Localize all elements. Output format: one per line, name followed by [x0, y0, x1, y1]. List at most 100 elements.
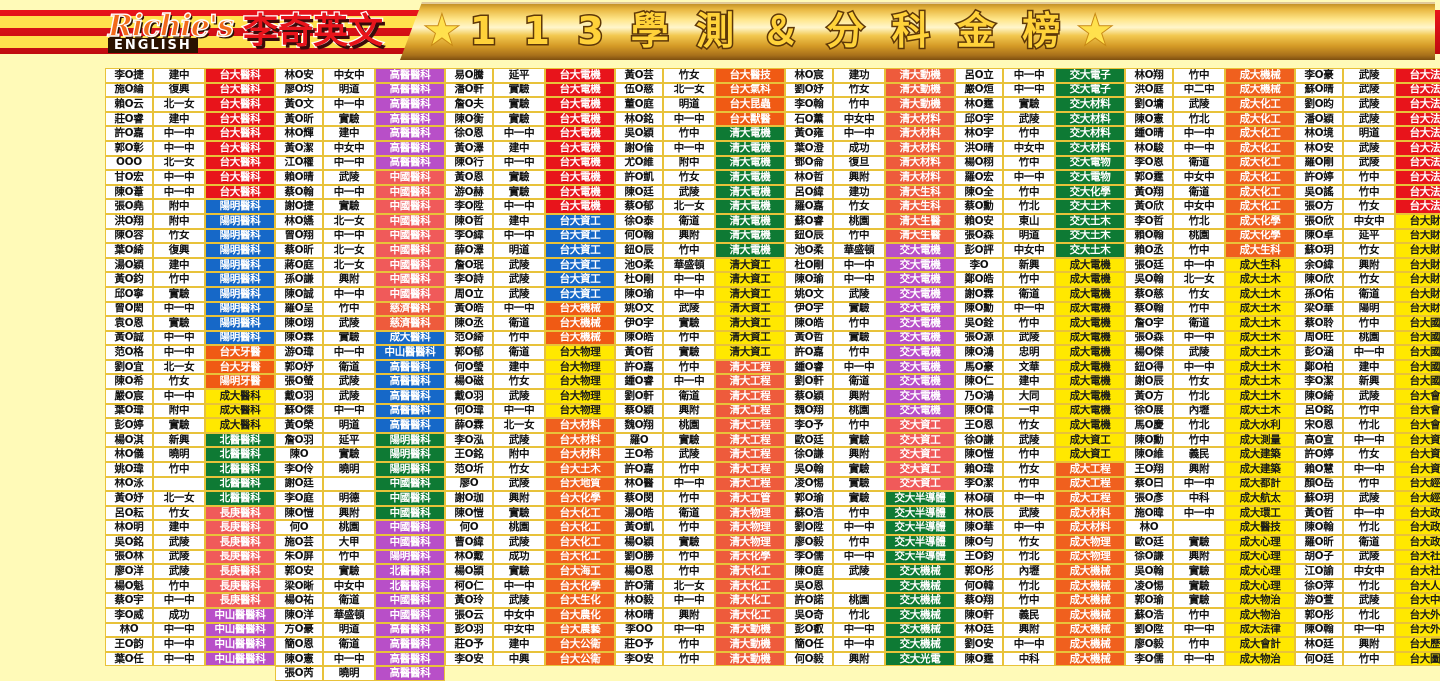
admitted-department[interactable]: 台大歷史 [1395, 637, 1440, 652]
admitted-department[interactable]: 中國醫科 [375, 607, 445, 623]
admitted-department[interactable]: 成大建築 [1225, 462, 1295, 477]
admitted-department[interactable]: 陽明醫科 [205, 330, 275, 346]
admitted-department[interactable]: 成大醫科 [205, 403, 275, 419]
admitted-department[interactable]: 交大半導體 [885, 549, 955, 565]
admitted-department[interactable]: 成大化工 [1225, 170, 1295, 185]
admitted-department[interactable]: 交大土木 [1055, 243, 1125, 258]
admitted-department[interactable]: 交大電機 [885, 257, 955, 273]
admitted-department[interactable]: 清大動機 [715, 651, 785, 667]
admitted-department[interactable]: 中國醫科 [375, 520, 445, 535]
admitted-department[interactable]: 台大國企 [1395, 359, 1440, 375]
admitted-department[interactable]: 台大國企 [1395, 374, 1440, 390]
admitted-department[interactable]: 清大工程 [715, 359, 785, 375]
admitted-department[interactable]: 交大機械 [885, 607, 955, 623]
admitted-department[interactable]: 成大電機 [1055, 345, 1125, 360]
admitted-department[interactable]: 清大生醫 [885, 228, 955, 244]
admitted-department[interactable]: 成大土木 [1225, 286, 1295, 302]
admitted-department[interactable]: 成大土木 [1225, 374, 1295, 390]
admitted-department[interactable]: 成大土木 [1225, 345, 1295, 360]
admitted-department[interactable]: 成大電機 [1055, 330, 1125, 346]
admitted-department[interactable]: 高醫醫科 [375, 97, 445, 112]
admitted-department[interactable]: 高醫醫科 [375, 140, 445, 156]
admitted-department[interactable]: 中國醫科 [375, 286, 445, 302]
admitted-department[interactable]: 成大機械 [1055, 607, 1125, 623]
admitted-department[interactable]: 交大電機 [885, 301, 955, 317]
admitted-department[interactable]: 清大電機 [715, 126, 785, 141]
admitted-department[interactable]: 清大工程 [715, 476, 785, 492]
admitted-department[interactable]: 中國醫科 [375, 491, 445, 506]
admitted-department[interactable]: 台大醫科 [205, 184, 275, 200]
admitted-department[interactable]: 台大財金 [1395, 257, 1440, 273]
admitted-department[interactable]: 交大材料 [1055, 111, 1125, 127]
admitted-department[interactable]: 北醫醫科 [205, 447, 275, 463]
admitted-department[interactable]: 台大物理 [545, 389, 615, 404]
admitted-department[interactable]: 高醫醫科 [375, 155, 445, 171]
admitted-department[interactable]: 交大資工 [885, 447, 955, 463]
admitted-department[interactable]: 台大法律 [1395, 184, 1440, 200]
admitted-department[interactable]: 台大電機 [545, 68, 615, 83]
admitted-department[interactable]: 成大機械 [1055, 637, 1125, 652]
admitted-department[interactable]: 陽明醫科 [375, 432, 445, 448]
admitted-department[interactable]: 清大材料 [885, 126, 955, 141]
admitted-department[interactable]: 台大公衛 [545, 637, 615, 652]
admitted-department[interactable]: 成大水利 [1225, 418, 1295, 433]
admitted-department[interactable]: 成大電機 [1055, 359, 1125, 375]
admitted-department[interactable]: 台大土木 [545, 462, 615, 477]
admitted-department[interactable]: 陽明醫科 [375, 549, 445, 565]
admitted-department[interactable]: 台大醫科 [205, 82, 275, 98]
admitted-department[interactable]: 北醫醫科 [205, 491, 275, 506]
admitted-department[interactable]: 交大半導體 [885, 520, 955, 535]
admitted-department[interactable]: 成大材料 [1055, 520, 1125, 535]
admitted-department[interactable]: 北醫醫科 [375, 564, 445, 579]
admitted-department[interactable]: 台大獸醫 [715, 111, 785, 127]
admitted-department[interactable]: 交大電物 [1055, 170, 1125, 185]
admitted-department[interactable]: 成大物理 [1055, 549, 1125, 565]
admitted-department[interactable]: 成大機械 [1225, 68, 1295, 83]
admitted-department[interactable]: 中國醫科 [375, 170, 445, 185]
admitted-department[interactable]: 台大電機 [545, 126, 615, 141]
admitted-department[interactable]: 高醫醫科 [375, 359, 445, 375]
admitted-department[interactable]: 清大資工 [715, 257, 785, 273]
admitted-department[interactable]: 清大化工 [715, 607, 785, 623]
admitted-department[interactable]: 陽明醫科 [205, 213, 275, 229]
admitted-department[interactable]: 清大工程 [715, 462, 785, 477]
admitted-department[interactable]: 清大工程 [715, 389, 785, 404]
admitted-department[interactable]: 台大牙醫 [205, 345, 275, 360]
admitted-department[interactable]: 交大機械 [885, 564, 955, 579]
admitted-department[interactable]: 台大機械 [545, 316, 615, 331]
admitted-department[interactable]: 中國醫科 [375, 535, 445, 550]
admitted-department[interactable]: 清大電機 [715, 140, 785, 156]
admitted-department[interactable]: 成大資工 [1055, 447, 1125, 463]
admitted-department[interactable]: 成大電機 [1055, 301, 1125, 317]
admitted-department[interactable]: 台大機械 [545, 301, 615, 317]
admitted-department[interactable]: 清大電機 [715, 170, 785, 185]
admitted-department[interactable]: 台大醫科 [205, 68, 275, 83]
admitted-department[interactable]: 成大機械 [1055, 564, 1125, 579]
admitted-department[interactable]: 成大土木 [1225, 316, 1295, 331]
admitted-department[interactable]: 成大電機 [1055, 286, 1125, 302]
admitted-department[interactable]: 慈濟醫科 [375, 316, 445, 331]
admitted-department[interactable]: 成大建築 [1225, 447, 1295, 463]
admitted-department[interactable]: 交大電機 [885, 330, 955, 346]
admitted-department[interactable]: 成大電機 [1055, 257, 1125, 273]
admitted-department[interactable]: 清大動機 [885, 97, 955, 112]
admitted-department[interactable]: 台大外文 [1395, 607, 1440, 623]
admitted-department[interactable]: 高醫醫科 [375, 111, 445, 127]
admitted-department[interactable]: 成大電機 [1055, 272, 1125, 287]
admitted-department[interactable]: 交大電機 [885, 403, 955, 419]
admitted-department[interactable]: 成大化工 [1225, 126, 1295, 141]
admitted-department[interactable]: 中國醫科 [375, 199, 445, 214]
admitted-department[interactable]: 陽明醫科 [375, 447, 445, 463]
admitted-department[interactable]: 成大會計 [1225, 637, 1295, 652]
admitted-department[interactable]: 清大材料 [885, 140, 955, 156]
admitted-department[interactable]: 台大物理 [545, 359, 615, 375]
admitted-department[interactable]: 成大資工 [1055, 432, 1125, 448]
admitted-department[interactable]: 成大化工 [1225, 184, 1295, 200]
admitted-department[interactable]: 清大化工 [715, 564, 785, 579]
admitted-department[interactable]: 清大工程 [715, 418, 785, 433]
admitted-department[interactable]: 陽明醫科 [205, 316, 275, 331]
admitted-department[interactable]: 台大海工 [545, 564, 615, 579]
admitted-department[interactable]: 台大材料 [545, 447, 615, 463]
admitted-department[interactable]: 台大會計 [1395, 418, 1440, 433]
admitted-department[interactable]: 清大物理 [715, 505, 785, 521]
